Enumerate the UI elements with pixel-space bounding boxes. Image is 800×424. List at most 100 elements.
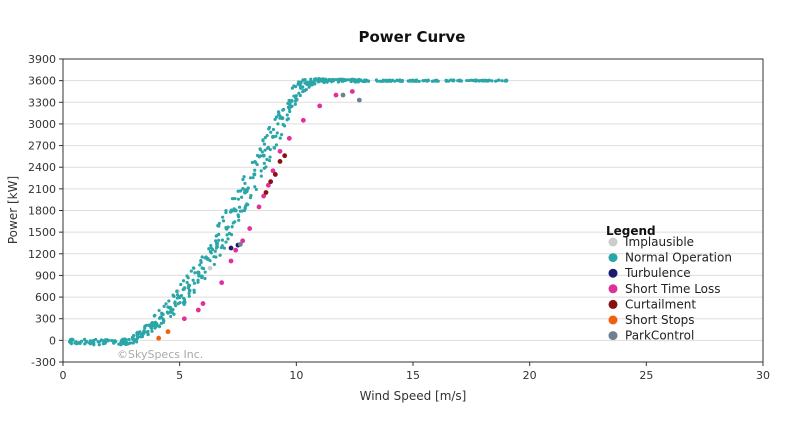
data-point xyxy=(400,79,404,83)
data-point xyxy=(259,174,263,178)
data-point xyxy=(265,133,269,138)
series-short-stops xyxy=(156,329,171,341)
data-point xyxy=(261,193,267,199)
data-point xyxy=(213,249,217,253)
data-point xyxy=(258,147,262,151)
data-point xyxy=(173,304,178,308)
tick-layer: -300030060090012001500180021002400270030… xyxy=(28,53,770,382)
data-point xyxy=(146,332,150,336)
x-tick-label: 10 xyxy=(289,369,303,382)
data-point xyxy=(71,338,75,342)
y-tick-label: -300 xyxy=(31,356,56,369)
x-tick-label: 30 xyxy=(756,369,770,382)
data-point xyxy=(160,311,164,316)
y-tick-label: 1800 xyxy=(28,205,56,218)
data-point xyxy=(199,274,204,278)
data-point xyxy=(135,340,139,344)
data-point xyxy=(278,114,282,118)
data-point xyxy=(131,341,135,345)
data-point xyxy=(111,339,115,343)
data-point xyxy=(171,293,175,297)
data-point xyxy=(262,142,267,146)
data-point xyxy=(221,215,225,219)
data-point xyxy=(299,80,303,84)
data-point xyxy=(209,243,213,248)
data-point xyxy=(494,79,498,83)
y-tick-label: 1200 xyxy=(28,248,56,261)
data-point xyxy=(278,136,282,140)
data-point xyxy=(248,176,253,180)
data-point xyxy=(178,301,182,305)
y-tick-label: 3300 xyxy=(28,96,56,109)
series-parkcontrol xyxy=(237,92,362,247)
data-point xyxy=(97,340,101,344)
x-tick-label: 25 xyxy=(639,369,653,382)
data-point xyxy=(231,221,235,225)
data-point xyxy=(274,143,279,147)
data-point xyxy=(179,282,183,287)
data-point xyxy=(259,154,263,158)
data-point xyxy=(261,139,265,143)
data-point xyxy=(254,187,258,192)
data-point xyxy=(140,332,145,337)
legend-marker xyxy=(608,237,618,247)
data-point xyxy=(277,148,283,154)
data-point xyxy=(217,232,221,237)
data-point xyxy=(263,190,269,195)
data-point xyxy=(198,263,202,267)
data-point xyxy=(452,79,456,83)
data-point xyxy=(221,219,226,223)
data-point xyxy=(214,239,218,243)
data-point xyxy=(227,231,232,235)
y-tick-label: 2700 xyxy=(28,140,56,153)
data-point xyxy=(243,181,247,185)
y-tick-label: 600 xyxy=(35,291,56,304)
data-point xyxy=(236,197,241,201)
data-point xyxy=(294,94,298,98)
data-point xyxy=(187,283,191,288)
data-point xyxy=(406,79,410,83)
data-point xyxy=(238,189,243,193)
data-point xyxy=(220,244,224,248)
data-point xyxy=(296,80,301,84)
data-point xyxy=(202,266,206,271)
data-point xyxy=(293,99,298,103)
data-point xyxy=(143,326,147,330)
legend-label: Turbulence xyxy=(624,266,691,280)
data-point xyxy=(281,122,285,127)
y-tick-label: 3900 xyxy=(28,53,56,66)
data-point xyxy=(269,130,273,134)
data-point xyxy=(292,94,296,98)
data-point xyxy=(193,271,197,275)
data-point xyxy=(344,78,349,82)
data-point xyxy=(263,136,267,140)
data-point xyxy=(255,162,259,167)
y-tick-label: 900 xyxy=(35,269,56,282)
data-point xyxy=(246,186,250,190)
data-point xyxy=(487,78,491,82)
data-point xyxy=(196,280,200,284)
data-point xyxy=(220,238,225,242)
data-point xyxy=(384,79,388,83)
data-point xyxy=(208,250,213,254)
data-point xyxy=(280,116,285,121)
data-point xyxy=(192,288,196,292)
legend-marker xyxy=(608,268,618,278)
data-point xyxy=(276,122,280,126)
legend-label: Short Time Loss xyxy=(625,282,721,296)
data-point xyxy=(203,276,207,281)
data-point xyxy=(303,77,307,82)
legend-label: ParkControl xyxy=(625,329,694,343)
legend-marker xyxy=(608,331,618,341)
data-point xyxy=(378,79,382,83)
legend-label: Short Stops xyxy=(625,313,695,327)
data-point xyxy=(273,117,277,121)
data-point xyxy=(393,79,397,83)
data-point xyxy=(177,295,182,300)
data-point xyxy=(266,145,270,150)
data-point xyxy=(382,79,386,83)
data-point xyxy=(267,127,271,131)
data-point xyxy=(253,185,257,189)
data-point xyxy=(84,339,89,344)
data-point xyxy=(237,218,241,222)
